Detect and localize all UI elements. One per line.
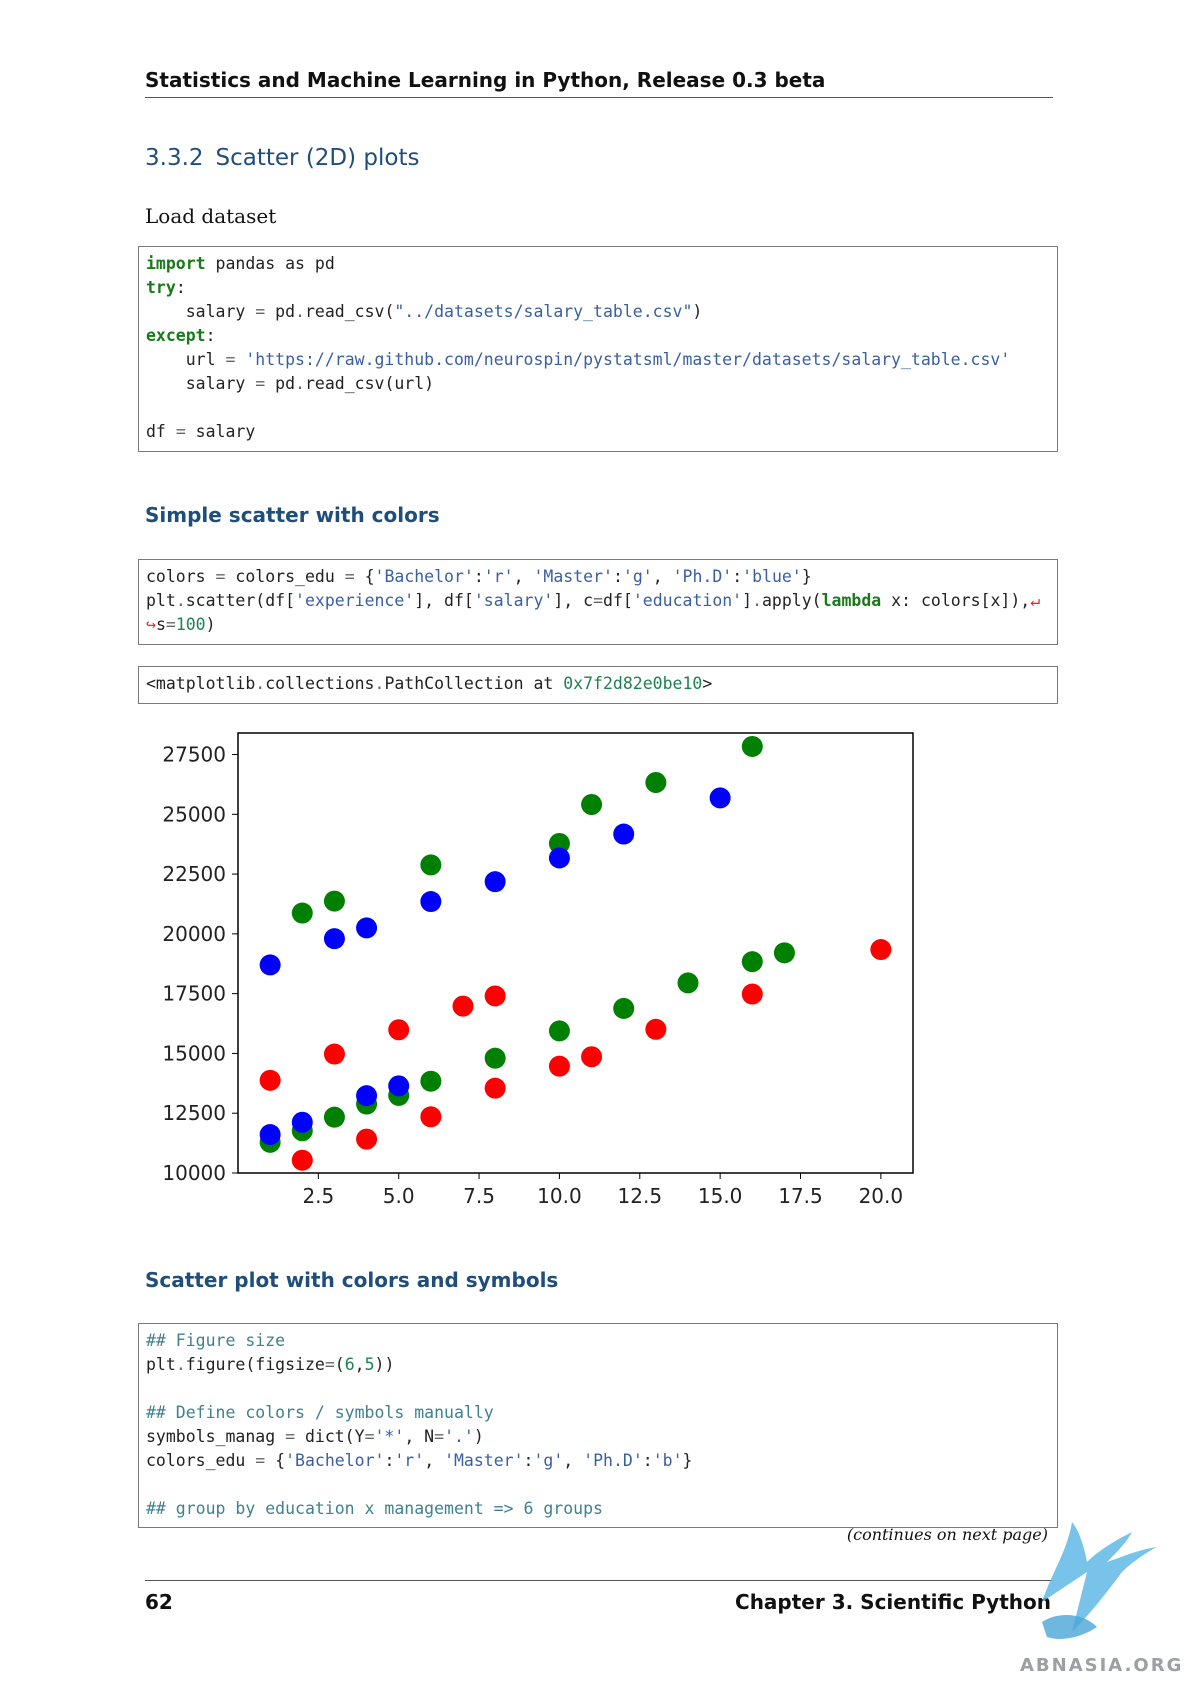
- data-point: [548, 1020, 570, 1042]
- data-point: [420, 891, 442, 913]
- code-block-load-dataset: import pandas as pd try: salary = pd.read…: [138, 246, 1058, 452]
- section-number: 3.3.2: [145, 145, 204, 171]
- section-title-text: Scatter (2D) plots: [215, 145, 420, 171]
- data-point: [548, 847, 570, 869]
- code-line: plt.scatter(df['experience'], df['salary…: [146, 591, 1041, 610]
- data-point: [645, 772, 667, 793]
- data-point: [581, 794, 603, 815]
- scatter-chart: 2.5 5.0 7.5 10.0 12.5 15.0 17.5 20.0 10000 12500 1…: [162, 732, 914, 1208]
- data-point: [452, 995, 474, 1017]
- data-point: [323, 890, 345, 912]
- y-tick-label: 10000: [162, 1161, 226, 1185]
- section-title: 3.3.2 Scatter (2D) plots: [145, 145, 420, 171]
- data-point: [613, 997, 635, 1019]
- code-line: url = 'https://raw.github.com/neurospin/…: [146, 350, 1011, 369]
- data-point: [709, 787, 731, 809]
- data-point: [291, 902, 313, 924]
- plot-frame: [237, 732, 914, 1174]
- x-tick-label: 15.0: [698, 1184, 743, 1208]
- code-line: [146, 1377, 1050, 1401]
- y-tick-label: 22500: [162, 862, 226, 886]
- data-point: [741, 951, 763, 973]
- data-point: [870, 939, 892, 961]
- subsection-title-colors-symbols: Scatter plot with colors and symbols: [145, 1268, 559, 1292]
- code-line: [146, 1473, 1050, 1497]
- y-tick-label: 17500: [162, 982, 226, 1006]
- data-point: [388, 1075, 410, 1097]
- data-point: [645, 1018, 667, 1040]
- data-point: [548, 832, 570, 854]
- x-tick-label: 5.0: [383, 1184, 415, 1208]
- code-line: ## Figure size: [146, 1331, 286, 1350]
- code-line: colors = colors_edu = {'Bachelor':'r', '…: [146, 567, 812, 586]
- continues-note: (continues on next page): [846, 1525, 1048, 1544]
- code-line: ↪s=100): [146, 615, 216, 634]
- data-point: [484, 1077, 506, 1099]
- code-block-colors-symbols: ## Figure size plt.figure(figsize=(6,5)) …: [138, 1323, 1058, 1528]
- data-point: [420, 854, 442, 876]
- data-point: [613, 823, 635, 845]
- x-tick-label: 12.5: [618, 1184, 663, 1208]
- data-point: [741, 735, 763, 757]
- code-block-scatter: colors = colors_edu = {'Bachelor':'r', '…: [138, 559, 1058, 645]
- data-point: [259, 1124, 281, 1146]
- data-point: [484, 985, 506, 1007]
- y-tick-label: 15000: [162, 1041, 226, 1065]
- data-point: [484, 871, 506, 893]
- subsection-title-simple-scatter: Simple scatter with colors: [145, 503, 440, 527]
- code-line: ## Define colors / symbols manually: [146, 1403, 494, 1422]
- y-tick-label: 25000: [162, 802, 226, 826]
- data-point: [484, 1047, 506, 1069]
- code-line: df = salary: [146, 422, 256, 441]
- page-number: 62: [145, 1590, 173, 1614]
- data-point: [259, 1069, 281, 1091]
- data-point: [677, 972, 699, 994]
- code-line: <matplotlib.collections.PathCollection a…: [146, 674, 713, 693]
- y-tick-label: 12500: [162, 1101, 226, 1125]
- watermark-griffin-logo: [1042, 1522, 1157, 1639]
- watermark-text: ABNASIA.ORG: [1020, 1655, 1184, 1676]
- code-line: plt.figure(figsize=(6,5)): [146, 1355, 395, 1374]
- data-point: [356, 1128, 378, 1150]
- chapter-title: Chapter 3. Scientific Python: [735, 1590, 1051, 1614]
- code-output-block: <matplotlib.collections.PathCollection a…: [138, 666, 1058, 704]
- data-point: [323, 1106, 345, 1128]
- data-point: [259, 954, 281, 976]
- x-tick-label: 7.5: [463, 1184, 495, 1208]
- code-line: salary = pd.read_csv("../datasets/salary…: [146, 302, 703, 321]
- data-point: [773, 942, 795, 964]
- header-rule: [145, 97, 1053, 98]
- data-point: [581, 1046, 603, 1068]
- data-point: [291, 1149, 313, 1171]
- code-line: salary = pd.read_csv(url): [146, 374, 435, 393]
- code-line: symbols_manag = dict(Y='*', N='.'): [146, 1427, 484, 1446]
- data-point: [548, 1055, 570, 1077]
- data-point: [420, 1106, 442, 1128]
- data-point: [323, 928, 345, 950]
- y-tick-label: 20000: [162, 922, 226, 946]
- data-point: [388, 1019, 410, 1041]
- code-line: [146, 396, 1050, 420]
- x-tick-label: 10.0: [537, 1184, 582, 1208]
- data-point: [323, 1043, 345, 1065]
- running-header: Statistics and Machine Learning in Pytho…: [145, 68, 826, 92]
- footer-rule: [145, 1580, 1053, 1581]
- y-tick-label: 27500: [162, 743, 226, 767]
- data-point: [356, 1085, 378, 1107]
- x-tick-label: 20.0: [859, 1184, 904, 1208]
- intro-text: Load dataset: [145, 204, 277, 228]
- data-point: [291, 1111, 313, 1133]
- code-line: colors_edu = {'Bachelor':'r', 'Master':'…: [146, 1451, 693, 1470]
- code-line: except:: [146, 326, 216, 345]
- code-line: try:: [146, 278, 186, 297]
- x-tick-label: 2.5: [302, 1184, 334, 1208]
- x-tick-label: 17.5: [778, 1184, 823, 1208]
- code-line: ## group by education x management => 6 …: [146, 1499, 603, 1518]
- data-point: [741, 983, 763, 1005]
- data-point: [420, 1070, 442, 1092]
- code-line: import pandas as pd: [146, 254, 335, 273]
- data-point: [356, 917, 378, 939]
